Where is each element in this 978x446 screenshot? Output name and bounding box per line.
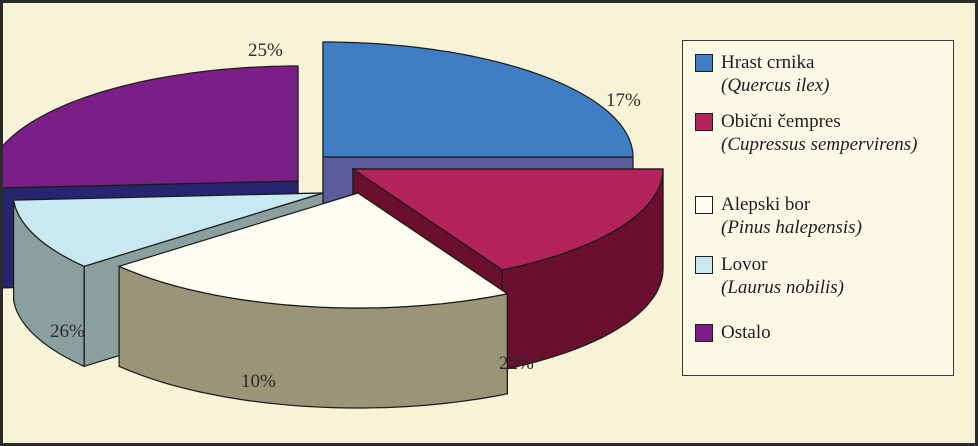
slice-tops xyxy=(3,41,664,309)
slice-label-4: 26% xyxy=(50,321,85,342)
legend-label: Hrast crnika (Quercus ilex) xyxy=(721,51,830,97)
legend-label: Ostalo xyxy=(721,321,771,344)
slice-label-1: 17% xyxy=(606,90,641,111)
legend-name: Obični čempres xyxy=(721,111,841,132)
legend-name: Alepski bor xyxy=(721,194,811,215)
legend-item: Obični čempres (Cupressus sempervirens) xyxy=(695,110,918,156)
legend-item: Alepski bor (Pinus halepensis) xyxy=(695,193,862,239)
legend-swatch xyxy=(695,113,713,131)
legend-label: Obični čempres (Cupressus sempervirens) xyxy=(721,110,918,156)
legend-label: Alepski bor (Pinus halepensis) xyxy=(721,193,862,239)
slice-top-4 xyxy=(3,65,299,189)
legend-item: Lovor (Laurus nobilis) xyxy=(695,253,844,299)
slice-label-0: 25% xyxy=(248,40,283,61)
legend-item: Ostalo xyxy=(695,321,771,344)
slice-label-3: 10% xyxy=(241,371,276,392)
legend-item: Hrast crnika (Quercus ilex) xyxy=(695,51,830,97)
legend-latin-name: (Laurus nobilis) xyxy=(721,277,844,298)
legend-name: Hrast crnika xyxy=(721,52,815,73)
slice-top-2 xyxy=(117,192,509,309)
legend-swatch xyxy=(695,324,713,342)
legend-name: Lovor xyxy=(721,254,768,275)
legend-latin-name: (Cupressus sempervirens) xyxy=(721,134,918,155)
slice-top-3 xyxy=(12,192,324,267)
legend: Hrast crnika (Quercus ilex) Obični čempres… xyxy=(682,40,954,376)
legend-swatch xyxy=(695,256,713,274)
legend-latin-name: (Quercus ilex) xyxy=(721,75,830,96)
pie-chart xyxy=(3,41,664,409)
slice-top-0 xyxy=(322,41,634,158)
legend-swatch xyxy=(695,54,713,72)
legend-label: Lovor (Laurus nobilis) xyxy=(721,253,844,299)
legend-name: Ostalo xyxy=(721,322,771,343)
slice-label-2: 22% xyxy=(499,353,534,374)
slice-top-1 xyxy=(351,168,664,271)
legend-swatch xyxy=(695,196,713,214)
legend-latin-name: (Pinus halepensis) xyxy=(721,217,862,238)
